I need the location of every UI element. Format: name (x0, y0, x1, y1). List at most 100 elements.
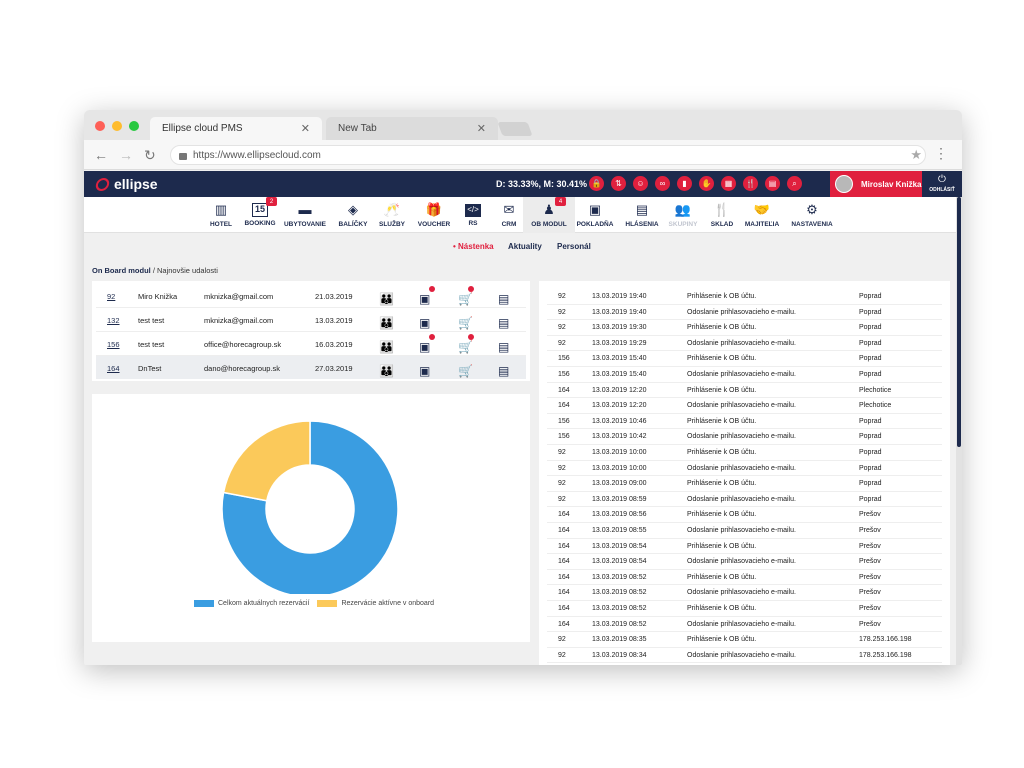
list-item: 164 13.03.2019 08:54 Prihlásenie k OB účtu… (547, 539, 942, 555)
nav-item-crm[interactable]: ✉ CRM (491, 197, 527, 233)
reload-icon[interactable]: ↻ (144, 147, 156, 163)
browser-tab-new[interactable]: New Tab ✕ (326, 117, 498, 140)
bookmark-star-icon[interactable]: ★ (910, 147, 922, 162)
list-item: 164 13.03.2019 08:52 Prihlásenie k OB účtu… (547, 601, 942, 617)
close-window-button[interactable] (95, 121, 105, 131)
chat-icon[interactable]: ▤ (498, 316, 510, 330)
calendar-icon[interactable]: ▦ (721, 176, 736, 191)
nav-label: BOOKING (244, 220, 276, 227)
chat-icon[interactable]: ▤ (498, 364, 510, 378)
page-scrollbar-thumb[interactable] (957, 197, 961, 447)
subtab-personal[interactable]: Personál (557, 242, 591, 251)
package-icon: ◈ (348, 201, 358, 217)
nav-item-pokladna[interactable]: ▣ POKLADŇA (570, 197, 620, 233)
event-time: 13.03.2019 09:00 (592, 480, 647, 488)
binoculars-icon[interactable]: ∞ (655, 176, 670, 191)
close-tab-icon[interactable]: ✕ (476, 123, 486, 135)
event-description: Prihlásenie k OB účtu. (687, 449, 757, 456)
cart-icon[interactable]: 🛒 (458, 340, 473, 354)
table-row[interactable]: 132 test test mknizka@gmail.com 13.03.2019 👪… (96, 308, 526, 331)
event-time: 13.03.2019 08:55 (592, 527, 647, 534)
family-icon[interactable]: 👪 (379, 364, 394, 378)
nav-item-nastavenia[interactable]: ⚙ NASTAVENIA (784, 197, 840, 233)
donut-slice-onboard[interactable] (222, 420, 311, 502)
event-description: Prihlásenie k OB účtu. (687, 386, 757, 394)
search-icon[interactable]: ⌕ (787, 176, 802, 191)
table-row[interactable]: 156 test test office@horecagroup.sk 16.03.2… (96, 332, 526, 355)
browser-menu-icon[interactable]: ⋮ (934, 145, 948, 161)
cart-icon[interactable]: 🛒 (458, 292, 473, 306)
row-divider (96, 355, 526, 356)
wallet-icon[interactable]: ▣ (419, 364, 431, 378)
family-icon[interactable]: 👪 (379, 316, 394, 330)
breadcrumb-module[interactable]: On Board modul (92, 266, 151, 275)
nav-item-booking[interactable]: 15 BOOKING 2 (237, 197, 283, 233)
power-icon: ⏻ (938, 174, 946, 185)
table-row[interactable]: 164 DnTest dano@horecagroup.sk 27.03.2019 👪 ▣… (96, 356, 526, 379)
reservation-id-link[interactable]: 132 (107, 316, 120, 325)
logout-button[interactable]: ⏻ ODHLÁSIŤ (922, 171, 962, 197)
close-tab-icon[interactable]: ✕ (300, 123, 310, 135)
lock-icon[interactable]: 🔒 (589, 176, 604, 191)
event-time: 13.03.2019 19:29 (592, 339, 647, 347)
user-menu[interactable]: Miroslav Knižka (830, 171, 922, 197)
family-icon[interactable]: 👪 (379, 340, 394, 354)
event-location: Prešov (859, 527, 881, 534)
wallet-icon[interactable]: ▣ (419, 292, 431, 306)
event-description: Odoslanie prihlasovacieho e-mailu. (687, 651, 796, 659)
event-description: Odoslanie prihlasovacieho e-mailu. (687, 339, 796, 347)
avatar (835, 175, 853, 193)
nav-item-sklad[interactable]: 🍴 SKLAD (704, 197, 740, 233)
list-item: 156 13.03.2019 15:40 Odoslanie prihlasovac… (547, 367, 942, 383)
wallet-icon[interactable]: ▣ (419, 340, 431, 354)
nav-item-voucher[interactable]: 🎁 VOUCHER (410, 197, 458, 233)
nav-item-majitelia[interactable]: 🤝 MAJITEĽIA (738, 197, 786, 233)
ellipse-logo[interactable]: ellipse (94, 176, 158, 192)
list-item: 92 13.03.2019 19:30 Prihlásenie k OB účtu.… (547, 320, 942, 336)
nav-item-hotel[interactable]: ▥ HOTEL (203, 197, 239, 233)
event-location: Poprad (859, 308, 882, 316)
url-input[interactable]: https://www.ellipsecloud.com (170, 145, 926, 165)
logout-label: ODHLÁSIŤ (929, 187, 955, 193)
face-icon[interactable]: ☺ (633, 176, 648, 191)
forward-arrow-icon[interactable]: → (119, 147, 133, 163)
event-time: 13.03.2019 10:46 (592, 417, 647, 425)
cart-icon[interactable]: 🛒 (458, 316, 473, 330)
transfer-icon[interactable]: ⇅ (611, 176, 626, 191)
bar-chart-icon[interactable]: ▮ (677, 176, 692, 191)
reservation-id-link[interactable]: 92 (107, 292, 116, 301)
chat-icon[interactable]: ▤ (498, 292, 510, 306)
reservation-name: DnTest (138, 364, 162, 373)
subtab-nastenka[interactable]: • Nástenka (453, 242, 494, 251)
nav-item-rs[interactable]: </> RS (458, 197, 488, 233)
reservation-date: 13.03.2019 (315, 316, 353, 325)
document-icon[interactable]: ▤ (765, 176, 780, 191)
nav-item-balicky[interactable]: ◈ BALÍČKY (332, 197, 374, 233)
food-icon[interactable]: 🍴 (743, 176, 758, 191)
nav-item-ob-modul[interactable]: ♟ OB MODUL 4 (523, 197, 575, 233)
maximize-window-button[interactable] (129, 121, 139, 131)
tab-bar: Ellipse cloud PMS ✕ New Tab ✕ (84, 110, 962, 140)
nav-item-ubytovanie[interactable]: ▬ UBYTOVANIE (278, 197, 332, 233)
chat-icon[interactable]: ▤ (498, 340, 510, 354)
new-tab-button[interactable] (497, 122, 533, 136)
reservation-id-link[interactable]: 156 (107, 340, 120, 349)
minimize-window-button[interactable] (112, 121, 122, 131)
donut-slice-total[interactable] (221, 420, 399, 598)
wallet-icon[interactable]: ▣ (419, 316, 431, 330)
back-arrow-icon[interactable]: ← (94, 147, 108, 163)
nav-item-sluzby[interactable]: 🥂 SLUŽBY (372, 197, 412, 233)
family-icon[interactable]: 👪 (379, 292, 394, 306)
event-location: Prešov (859, 542, 881, 550)
nav-label: NASTAVENIA (791, 220, 833, 228)
cart-icon[interactable]: 🛒 (458, 364, 473, 378)
hand-icon[interactable]: ✋ (699, 176, 714, 191)
table-row[interactable]: 92 Miro Knižka mknizka@gmail.com 21.03.2019… (96, 284, 526, 307)
reservation-date: 27.03.2019 (315, 364, 353, 373)
wallet-icon: ▣ (588, 201, 602, 217)
browser-tab-active[interactable]: Ellipse cloud PMS ✕ (150, 117, 322, 140)
nav-item-hlasenia[interactable]: ▤ HLÁSENIA (618, 197, 666, 233)
subtab-aktuality[interactable]: Aktuality (508, 242, 542, 251)
reservation-id-link[interactable]: 164 (107, 364, 120, 373)
nav-label: HOTEL (209, 220, 233, 228)
